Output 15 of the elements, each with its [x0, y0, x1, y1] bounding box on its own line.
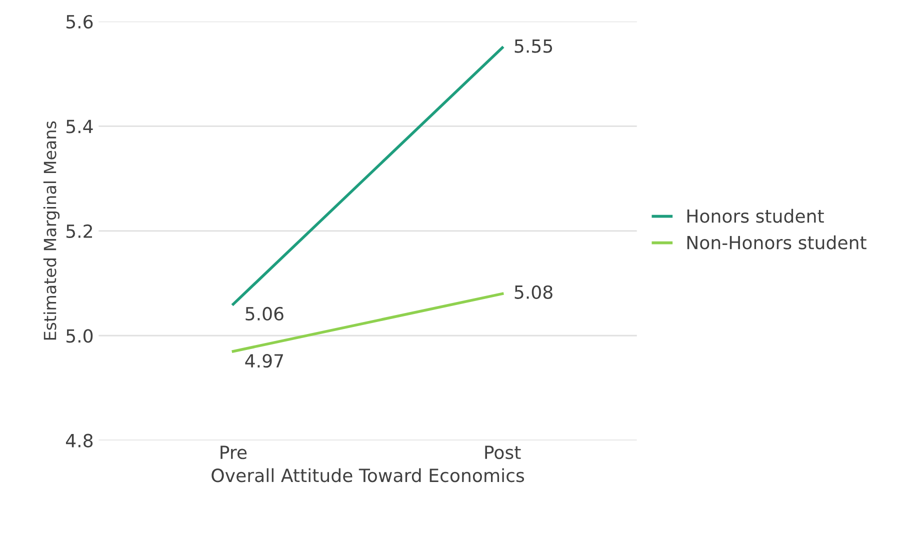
- legend-label: Honors student: [687, 208, 824, 223]
- x-tick-label: Pre: [220, 446, 247, 460]
- y-tick-label: 4.8: [66, 434, 93, 448]
- data-label: 4.97: [245, 354, 283, 368]
- x-tick-label: Post: [485, 446, 521, 460]
- data-label: 5.06: [246, 306, 284, 321]
- y-tick-label: 5.4: [66, 120, 93, 134]
- y-axis-title: Estimated Marginal Means: [43, 121, 60, 340]
- y-tick-label: 5.6: [66, 14, 93, 29]
- y-tick-label: 5.0: [66, 329, 93, 343]
- data-label: 5.55: [514, 39, 552, 53]
- data-label: 5.08: [514, 285, 552, 299]
- y-tick-label: 5.2: [66, 224, 92, 238]
- x-axis-title: Overall Attitude Toward Economics: [212, 468, 524, 482]
- legend-label: Non-Honors student: [687, 235, 866, 250]
